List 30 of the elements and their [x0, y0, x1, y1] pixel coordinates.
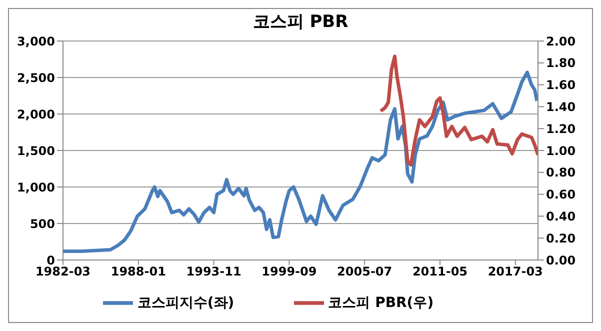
chart-title: 코스피 PBR: [252, 11, 350, 34]
y2-tick-label: 1.60: [546, 78, 576, 92]
y2-tick-label: 0.00: [546, 253, 576, 268]
x-tick-label: 2005-07: [337, 264, 392, 279]
x-tick-label: 1982-03: [35, 264, 91, 279]
y2-tick-label: 1.20: [546, 122, 576, 136]
y-tick-label: 500: [30, 216, 55, 231]
y-tick-label: 2,000: [17, 107, 55, 122]
legend-label: 코스피지수(좌): [137, 294, 234, 311]
y2-tick-label: 2.00: [546, 34, 576, 48]
y2-tick-label: 0.80: [546, 166, 576, 180]
x-tick-label: 1993-11: [186, 264, 242, 279]
y-tick-label: 1,500: [17, 144, 55, 158]
y2-tick-label: 1.00: [546, 144, 576, 158]
line-series: [63, 70, 538, 253]
y2-tick-label: 1.80: [546, 56, 576, 70]
y-tick-label: 1,000: [17, 180, 55, 194]
y2-tick-label: 0.40: [546, 209, 576, 224]
x-tick-label: 1988-01: [110, 264, 166, 279]
y2-tick-label: 0.20: [546, 231, 576, 246]
x-tick-label: 1999-09: [262, 264, 317, 279]
y2-tick-label: 0.60: [546, 188, 576, 202]
x-tick-label: 2011-05: [412, 264, 468, 279]
y2-tick-label: 1.40: [546, 100, 576, 114]
x-tick-label: 2017-03: [488, 264, 543, 279]
line-series: [378, 54, 538, 166]
y-tick-label: 2,500: [17, 70, 55, 85]
y-tick-label: 3,000: [17, 34, 55, 48]
legend-label: 코스피 PBR(우): [328, 294, 434, 311]
y-tick-label: 0: [46, 253, 55, 268]
